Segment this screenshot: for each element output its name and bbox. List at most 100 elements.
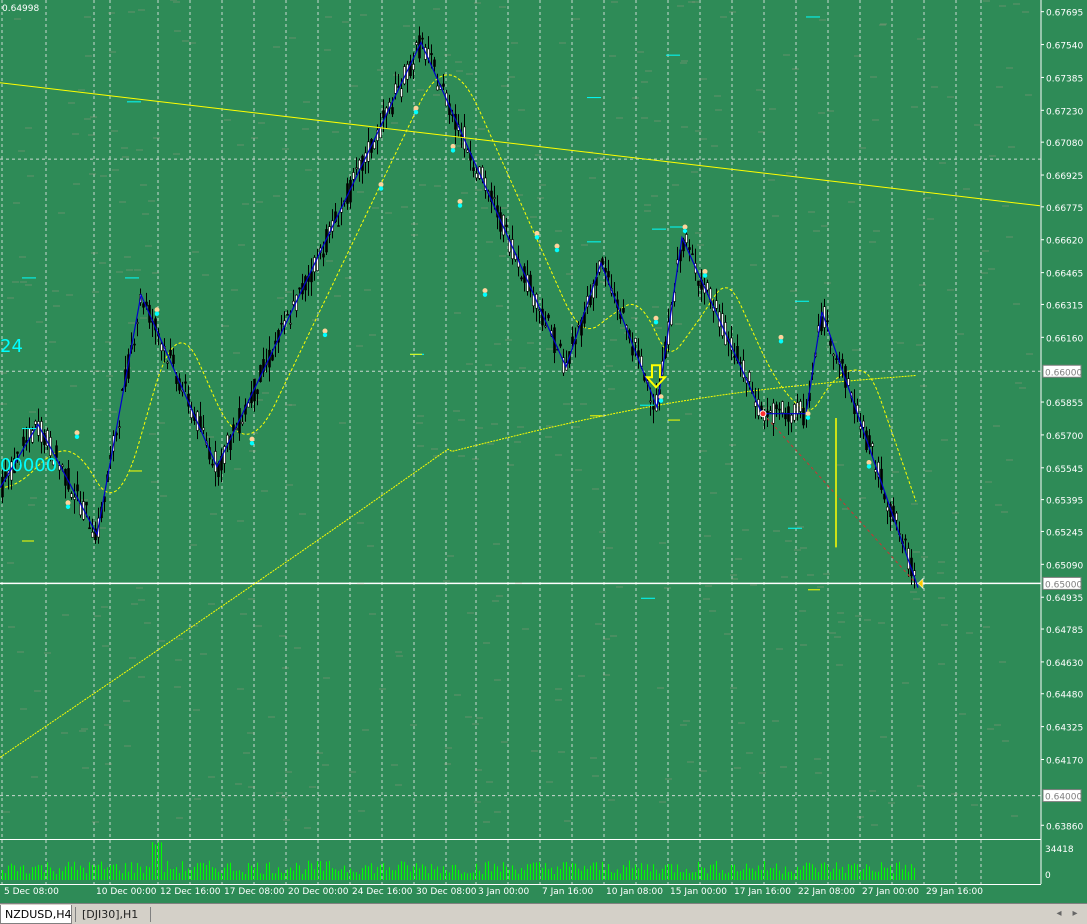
price-level-box [1042, 364, 1082, 378]
signal-dot [249, 436, 255, 442]
price-tick-label: 0.65855 [1046, 399, 1083, 409]
signal-dot-cyan [65, 504, 71, 509]
candle-body [733, 356, 736, 358]
candle-body [826, 320, 829, 322]
signal-dot-cyan [866, 464, 872, 469]
candle-body [601, 258, 604, 266]
signal-dot [778, 334, 784, 340]
candle-body [871, 443, 874, 447]
candle-body [34, 420, 37, 425]
candle-body [352, 172, 355, 180]
candle-body [631, 346, 634, 356]
signal-dot [554, 243, 560, 249]
candle-body [895, 512, 898, 521]
candle-body [802, 407, 805, 426]
candle-body [19, 461, 22, 465]
candle-body [466, 149, 469, 153]
scroll-right-icon[interactable]: ▸ [1072, 908, 1078, 919]
candle-body [52, 459, 55, 466]
candle-body [271, 354, 274, 361]
candle-body [262, 359, 265, 372]
candle-body [832, 354, 835, 357]
candle-body [280, 322, 283, 325]
candle-body [685, 234, 688, 243]
candle-body [142, 303, 145, 308]
candle-body [490, 190, 493, 203]
time-tick-label: 12 Dec 16:00 [160, 887, 221, 897]
chart-canvas[interactable]: 0.67695 0.67540 0.67385 0.67230 0.67080 0.669… [0, 0, 1087, 903]
candle-body [691, 253, 694, 256]
time-tick-label: 5 Dec 08:00 [4, 887, 59, 897]
candle-body [310, 271, 313, 283]
candle-body [247, 402, 250, 408]
tab-separator [150, 907, 151, 922]
time-tick-label: 17 Dec 08:00 [224, 887, 285, 897]
signal-dot-cyan [682, 228, 688, 234]
candle-body [436, 85, 439, 91]
candle-body [748, 372, 751, 382]
candle-body [409, 61, 412, 77]
price-tick-label: 0.64630 [1046, 659, 1083, 669]
candle-body [559, 343, 562, 347]
candle-body [412, 63, 415, 70]
candle-body [547, 314, 550, 319]
candle-body [355, 167, 358, 170]
candle-body [286, 313, 289, 316]
candle-body [229, 435, 232, 450]
signal-dot [457, 199, 463, 205]
candle-body [604, 267, 607, 273]
candle-body [829, 340, 832, 346]
price-level-box [1042, 789, 1082, 803]
candle-body [790, 414, 793, 424]
price-tick-label: 0.64480 [1046, 691, 1083, 701]
signal-dot-cyan [554, 247, 560, 253]
signal-dot [450, 143, 456, 149]
signal-dot-cyan [154, 311, 160, 316]
candle-body [637, 350, 640, 357]
candle-body [322, 253, 325, 258]
tab-nzdusd-h4[interactable]: NZDUSD,H4 [0, 905, 72, 924]
scroll-left-icon[interactable]: ◂ [1056, 908, 1062, 919]
price-tick-label: 0.66775 [1046, 204, 1083, 214]
candle-body [85, 501, 88, 506]
candle-body [754, 401, 757, 407]
candle-body [430, 53, 433, 56]
signal-dot-cyan [450, 148, 456, 153]
candle-body [862, 420, 865, 428]
candle-body [358, 159, 361, 170]
candle-body [715, 300, 718, 309]
candle-body [172, 354, 175, 364]
candle-body [76, 484, 79, 492]
candle-body [652, 405, 655, 410]
signal-dot [322, 328, 328, 334]
price-tick-label: 0.65245 [1046, 528, 1083, 538]
candle-body [769, 410, 772, 413]
signal-dot [413, 105, 419, 111]
candle-body [373, 141, 376, 149]
candle-body [544, 325, 547, 328]
candle-body [688, 247, 691, 250]
candle-body [31, 430, 34, 443]
price-tick-label: 0.63860 [1046, 822, 1083, 832]
candle-body [697, 280, 700, 286]
volume-min-label: 0 [1045, 871, 1051, 881]
price-tick-label: 0.67540 [1046, 42, 1083, 52]
candle-body [289, 322, 292, 325]
price-tick-label: 0.67080 [1046, 139, 1083, 149]
candle-body [16, 451, 19, 454]
candle-body [904, 538, 907, 541]
slow-moving-average [0, 375, 917, 758]
candle-body [394, 83, 397, 94]
candle-body [562, 357, 565, 374]
order-marker-icon [759, 410, 767, 418]
zigzag-line [0, 40, 919, 588]
tab-dji30-h1[interactable]: [DJI30],H1 [82, 908, 139, 921]
candle-body [472, 167, 475, 172]
tab-separator [75, 907, 76, 922]
price-level-box [1042, 576, 1082, 590]
candle-body [55, 445, 58, 458]
signal-dot [378, 182, 384, 188]
candle-body [421, 37, 424, 40]
volume-max-label: 34418 [1045, 845, 1074, 855]
